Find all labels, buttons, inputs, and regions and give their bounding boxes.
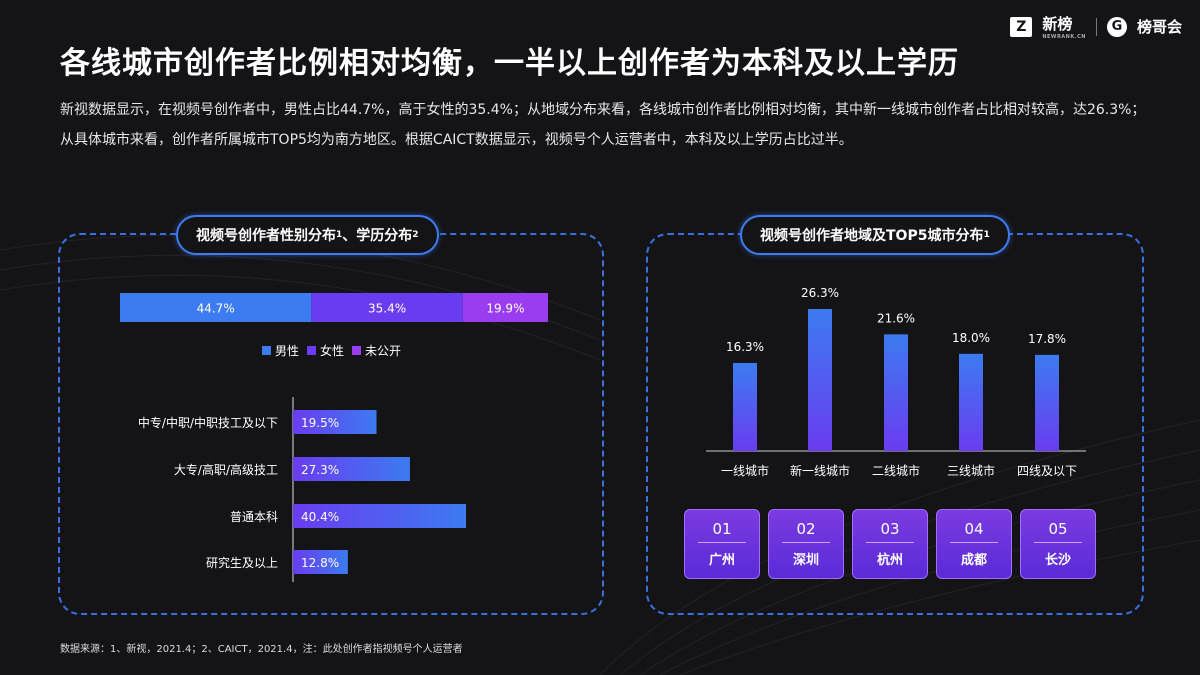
gender-bar-label-2: 35.4% [368, 302, 406, 316]
left-panel-title: 视频号创作者性别分布 1 、学历分布 2 [176, 215, 439, 255]
city-rank: 05 [1034, 520, 1082, 543]
newrank-logo-sub: NEWRANK.CN [1042, 34, 1086, 40]
city-card-4: 04 成都 [936, 509, 1012, 579]
education-category-2: 大专/高职/高级技工 [174, 462, 278, 477]
education-category-3: 普通本科 [230, 510, 278, 524]
newrank-logo-icon: Z [1010, 16, 1033, 37]
city-rank: 03 [866, 520, 914, 543]
city-card-5: 05 长沙 [1020, 509, 1096, 579]
education-bar-label-4: 12.8% [301, 556, 339, 570]
city-card-2: 02 深圳 [768, 509, 844, 579]
education-bar-4 [293, 550, 348, 574]
city-category-4: 三线城市 [947, 463, 995, 478]
legend-swatch-2 [307, 346, 316, 355]
gender-bar-3 [462, 293, 548, 322]
city-rank: 02 [782, 520, 830, 543]
city-name: 广州 [708, 553, 735, 568]
gender-bar-1 [120, 293, 312, 322]
city-category-5: 四线及以下 [1017, 464, 1077, 478]
city-name: 长沙 [1044, 553, 1071, 568]
city-bar-2 [808, 309, 832, 451]
gender-bar-label-1: 44.7% [197, 302, 235, 316]
city-rank: 04 [950, 520, 998, 543]
page-title: 各线城市创作者比例相对均衡，一半以上创作者为本科及以上学历 [60, 46, 959, 81]
city-card-1: 01 广州 [684, 509, 760, 579]
legend-label-1: 男性 [275, 344, 299, 358]
right-panel-title: 视频号创作者地域及TOP5城市分布 1 [740, 215, 1010, 255]
education-bar-1 [293, 410, 377, 434]
data-source-footnote: 数据来源：1、新视，2021.4；2、CAICT，2021.4，注：此处创作者指… [60, 644, 463, 655]
city-bar-label-5: 17.8% [1028, 332, 1066, 346]
city-category-1: 一线城市 [721, 463, 769, 478]
brand-logos: Z 新榜 NEWRANK.CN G 榜哥会 [1010, 13, 1182, 40]
city-bar-3 [884, 334, 908, 451]
legend-swatch-1 [262, 346, 271, 355]
education-category-1: 中专/中职/中职技工及以下 [138, 415, 278, 430]
gender-bar-label-3: 19.9% [486, 302, 524, 316]
city-bar-label-3: 21.6% [877, 311, 915, 325]
page-description: 新视数据显示，在视频号创作者中，男性占比44.7%，高于女性的35.4%；从地域… [60, 102, 1146, 148]
education-bar-2 [293, 457, 410, 481]
city-name: 深圳 [792, 553, 819, 568]
city-bar-5 [1035, 354, 1059, 451]
legend-swatch-3 [352, 346, 361, 355]
education-bar-label-3: 40.4% [301, 510, 339, 524]
top5-cities: 01 广州 02 深圳 03 杭州 04 成都 05 长沙 [684, 509, 1096, 579]
logo-divider [1095, 17, 1097, 36]
city-name: 杭州 [876, 553, 903, 568]
city-bar-4 [959, 353, 983, 451]
city-bar-1 [733, 362, 757, 451]
gender-bar-2 [311, 293, 463, 322]
education-bar-label-1: 19.5% [301, 416, 339, 430]
city-name: 成都 [960, 553, 987, 568]
newrank-logo: 新榜 NEWRANK.CN [1042, 15, 1086, 40]
city-category-3: 二线城市 [872, 463, 920, 478]
banggehui-logo-icon: G [1106, 16, 1127, 37]
legend-label-3: 未公开 [365, 344, 401, 358]
banggehui-logo: 榜哥会 [1136, 18, 1182, 36]
city-card-3: 03 杭州 [852, 509, 928, 579]
city-rank: 01 [698, 520, 746, 543]
legend-label-2: 女性 [320, 343, 344, 358]
city-bar-label-1: 16.3% [726, 340, 764, 354]
city-bar-label-2: 26.3% [801, 286, 839, 300]
right-panel: 视频号创作者地域及TOP5城市分布 1 [646, 215, 1144, 615]
city-bar-label-4: 18.0% [952, 331, 990, 345]
education-bar-3 [293, 504, 466, 528]
left-panel: 视频号创作者性别分布 1 、学历分布 2 [58, 215, 604, 615]
city-category-2: 新一线城市 [790, 463, 850, 478]
education-category-4: 研究生及以上 [206, 555, 278, 570]
education-bar-label-2: 27.3% [301, 463, 339, 477]
